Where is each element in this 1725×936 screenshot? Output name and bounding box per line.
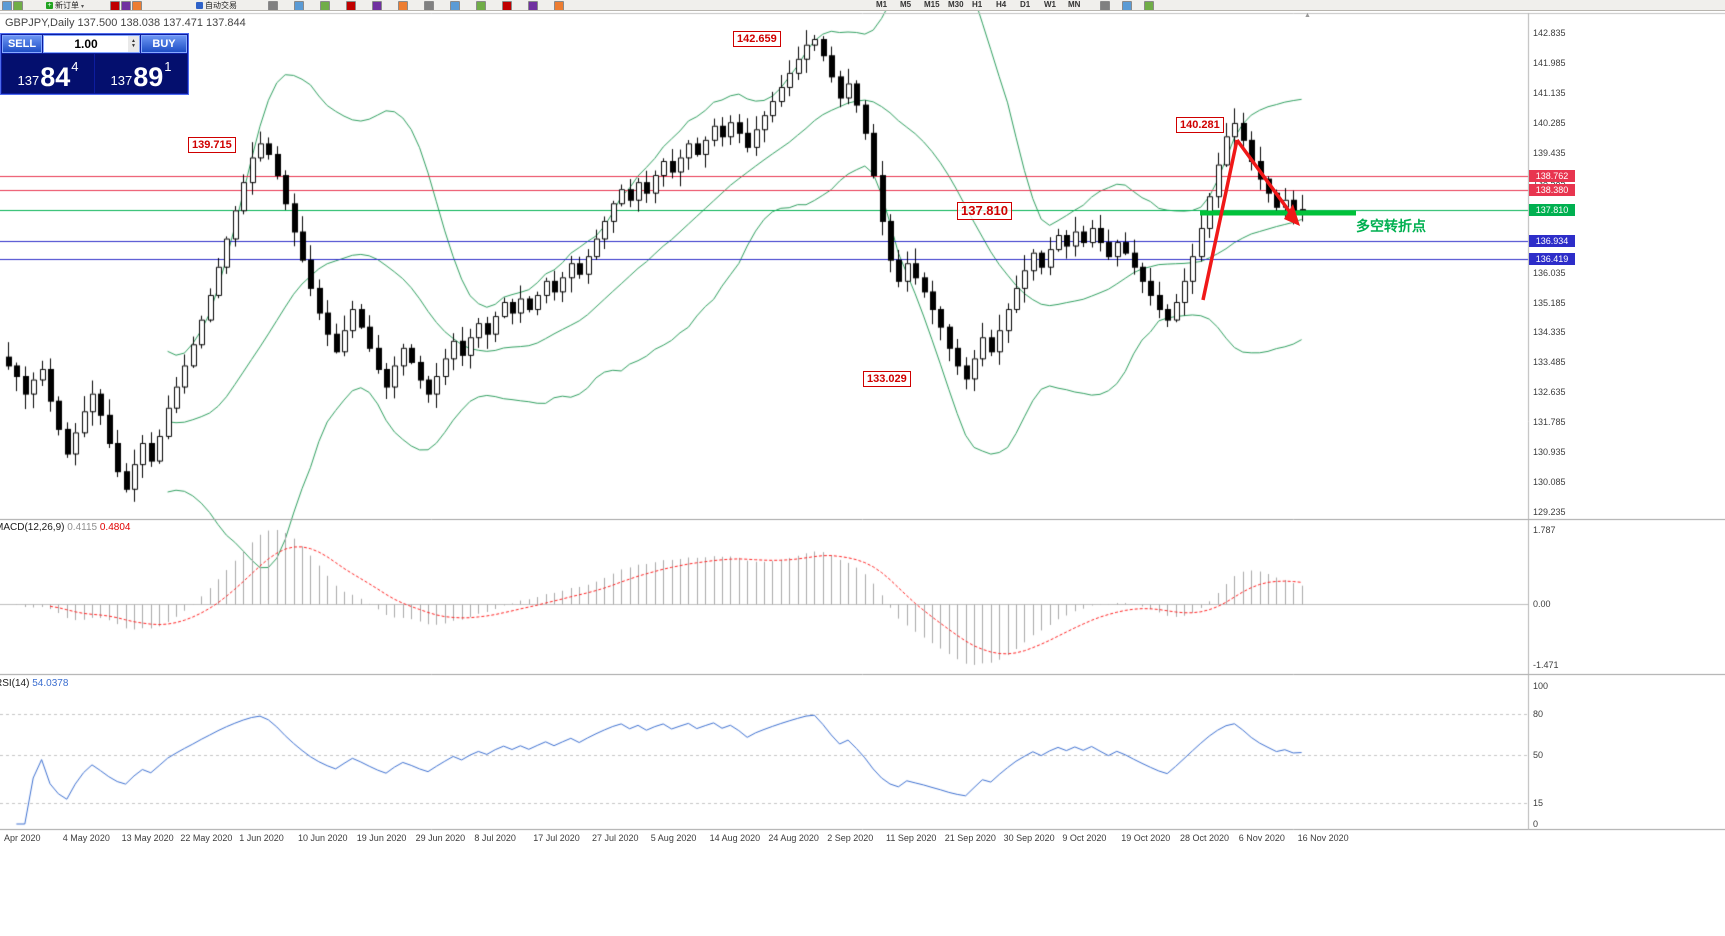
buy-button[interactable]: BUY <box>141 35 187 53</box>
chart-ohlc-title: GBPJPY,Daily 137.500 138.038 137.471 137… <box>5 17 246 29</box>
auto-trading-label: 自动交易 <box>205 1 237 10</box>
timeframe-m1[interactable]: M1 <box>876 0 888 9</box>
sell-price-prefix: 137 <box>17 73 40 88</box>
cursor-icon[interactable] <box>502 1 512 10</box>
chevron-down-icon <box>81 1 84 10</box>
timeframe-mn[interactable]: MN <box>1068 0 1081 9</box>
timeframe-w1[interactable]: W1 <box>1044 0 1056 9</box>
robot-icon <box>196 2 203 9</box>
buy-price-prefix: 137 <box>110 73 133 88</box>
volume-stepper[interactable]: 1.00 <box>43 35 140 53</box>
timeframe-m30[interactable]: M30 <box>948 0 964 9</box>
one-click-trading-panel: SELL 1.00 BUY 137 84 4 137 89 1 <box>0 33 189 95</box>
timeframe-h4[interactable]: H4 <box>996 0 1007 9</box>
chart-candles-icon[interactable] <box>320 1 330 10</box>
timeframe-h1[interactable]: H1 <box>972 0 983 9</box>
crosshair-icon[interactable] <box>528 1 538 10</box>
buy-price-point: 1 <box>164 59 172 74</box>
zoom-in-icon[interactable] <box>372 1 382 10</box>
sell-price-pips: 84 <box>40 62 71 92</box>
horizontal-line-icon[interactable] <box>1100 1 1110 10</box>
navigator-icon[interactable] <box>121 1 131 10</box>
new-chart-icon[interactable] <box>268 1 278 10</box>
indicators-icon[interactable] <box>476 1 486 10</box>
chart-bars-icon[interactable] <box>294 1 304 10</box>
chart-shift-icon[interactable] <box>450 1 460 10</box>
chart-line-icon[interactable] <box>346 1 356 10</box>
volume-value: 1.00 <box>74 37 98 51</box>
sell-button[interactable]: SELL <box>2 35 42 53</box>
buy-price[interactable]: 137 89 1 <box>95 54 187 93</box>
tile-windows-icon[interactable] <box>13 1 23 10</box>
volume-up-down-arrows[interactable] <box>128 36 139 52</box>
terminal-icon[interactable] <box>132 1 142 10</box>
macd-indicator-label: MACD(12,26,9) 0.4115 0.4804 <box>0 522 131 533</box>
new-order-label: 新订单 <box>55 1 79 10</box>
timeframe-m5[interactable]: M5 <box>900 0 912 9</box>
timeframe-m15[interactable]: M15 <box>924 0 940 9</box>
sell-price-point: 4 <box>71 59 79 74</box>
text-label-icon[interactable] <box>1144 1 1154 10</box>
rsi-indicator-label: RSI(14) 54.0378 <box>0 678 69 689</box>
market-watch-icon[interactable] <box>110 1 120 10</box>
plus-icon <box>46 2 53 9</box>
charts-icon[interactable] <box>2 1 12 10</box>
auto-scroll-icon[interactable] <box>424 1 434 10</box>
buy-price-pips: 89 <box>133 62 164 92</box>
main-toolbar: 新订单 自动交易 M1 M5 M15 M30 H1 H4 D1 W1 MN <box>0 0 1725 11</box>
new-order-button[interactable]: 新订单 <box>46 0 84 10</box>
sell-price[interactable]: 137 84 4 <box>2 54 94 93</box>
zoom-out-icon[interactable] <box>398 1 408 10</box>
fibonacci-icon[interactable] <box>1122 1 1132 10</box>
timeframe-d1[interactable]: D1 <box>1020 0 1031 9</box>
auto-trading-button[interactable]: 自动交易 <box>196 0 237 10</box>
trendline-icon[interactable] <box>554 1 564 10</box>
